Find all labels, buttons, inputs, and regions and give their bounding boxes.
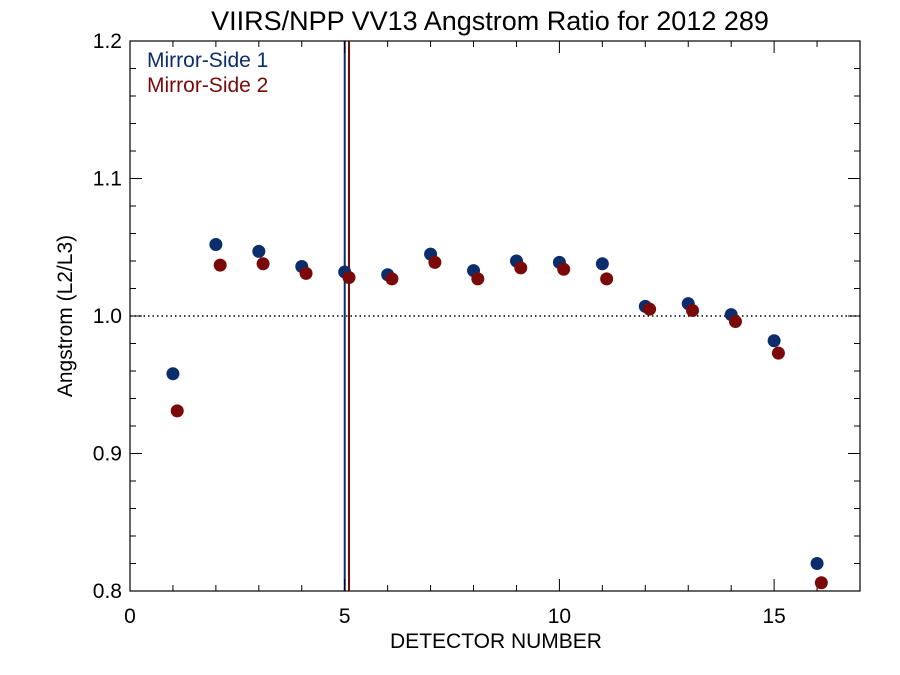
plot-area: 0 5 10 15 0.8 0.9 1.0 1.1 1.2 Mirror-Side 1Mirror…: [93, 30, 861, 628]
series-2-point: [170, 404, 184, 418]
x-axis-label: DETECTOR NUMBER: [390, 630, 602, 653]
series-2-point: [686, 304, 700, 317]
series-2-point: [814, 576, 828, 590]
x-tick-label: 5: [339, 605, 351, 628]
series-2-point: [643, 302, 657, 316]
series-2-point: [514, 261, 528, 275]
series-1-point: [810, 557, 824, 570]
x-tick-label: 10: [548, 605, 571, 628]
series-2-point: [600, 272, 614, 286]
y-tick-label: 1.1: [93, 168, 122, 191]
y-tick-label: 1.2: [93, 30, 122, 53]
series-2-point: [771, 346, 785, 360]
x-tick-label: 15: [762, 605, 785, 628]
series-2-point: [471, 272, 485, 286]
y-tick-label: 1.0: [93, 305, 122, 328]
series-1-point: [595, 257, 609, 271]
series-2-point: [342, 271, 356, 284]
x-tick-label: 0: [124, 605, 136, 628]
series-1-point: [767, 334, 781, 348]
chart-title: VIIRS/NPP VV13 Angstrom Ratio for 2012 2…: [211, 6, 769, 36]
y-tick-label: 0.9: [93, 443, 122, 466]
series-1-point: [252, 244, 266, 258]
y-tick-label: 0.8: [93, 580, 122, 603]
series-1-point: [209, 238, 223, 251]
legend-entry-1: Mirror-Side 1: [147, 49, 268, 72]
series-2-point: [428, 255, 442, 269]
series-2-point: [728, 315, 742, 328]
series-1-point: [166, 367, 180, 381]
y-axis-label: Angstrom (L2/L3): [54, 235, 77, 397]
series-2-point: [256, 257, 270, 271]
legend-entry-2: Mirror-Side 2: [147, 74, 268, 97]
series-2-point: [385, 272, 399, 286]
series-2-point: [213, 258, 227, 272]
series-2-point: [557, 262, 571, 276]
series-2-point: [299, 266, 313, 280]
